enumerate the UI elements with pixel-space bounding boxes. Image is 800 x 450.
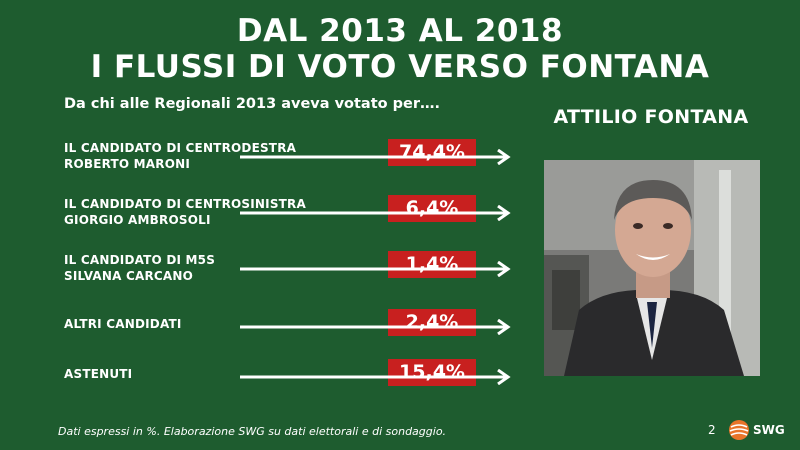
row-label: IL CANDIDATO DI M5S SILVANA CARCANO (64, 253, 215, 284)
arrow-icon (240, 205, 511, 221)
swg-logo: SWG (728, 417, 785, 443)
candidate-name: ATTILIO FONTANA (553, 106, 749, 128)
subtitle: Da chi alle Regionali 2013 aveva votato … (64, 96, 441, 112)
candidate-photo (544, 160, 760, 376)
row-label-line2: ROBERTO MARONI (64, 156, 191, 171)
row-label-line2: GIORGIO AMBROSOLI (64, 212, 211, 227)
swg-logo-icon (729, 420, 749, 440)
page-title-line1: DAL 2013 AL 2018 (236, 13, 564, 49)
arrow-icon (240, 369, 511, 385)
portrait-photo-icon (544, 160, 760, 376)
row-label: IL CANDIDATO DI CENTROSINISTRA GIORGIO AM… (64, 197, 306, 228)
footnote: Dati espressi in %. Elaborazione SWG su … (58, 425, 447, 438)
row-label-line1: IL CANDIDATO DI M5S (64, 253, 216, 267)
row-label: ALTRI CANDIDATI (64, 317, 182, 333)
page-title-line2: I FLUSSI DI VOTO VERSO FONTANA (90, 49, 710, 85)
arrow-icon (240, 319, 511, 335)
row-label-line1: ALTRI CANDIDATI (64, 317, 182, 331)
row-label: IL CANDIDATO DI CENTRODESTRA ROBERTO MARO… (64, 141, 296, 172)
row-label-line1: ASTENUTI (64, 367, 133, 381)
row-label-line1: IL CANDIDATO DI CENTRODESTRA (64, 141, 297, 155)
row-label-line1: IL CANDIDATO DI CENTROSINISTRA (64, 197, 306, 211)
arrow-icon (240, 261, 511, 277)
row-label: ASTENUTI (64, 367, 132, 383)
row-label-line2: SILVANA CARCANO (64, 268, 194, 283)
arrow-icon (240, 149, 511, 165)
value-box: 2,4% (388, 309, 476, 336)
page-number: 2 (708, 423, 716, 437)
swg-logo-text: SWG (753, 423, 785, 437)
